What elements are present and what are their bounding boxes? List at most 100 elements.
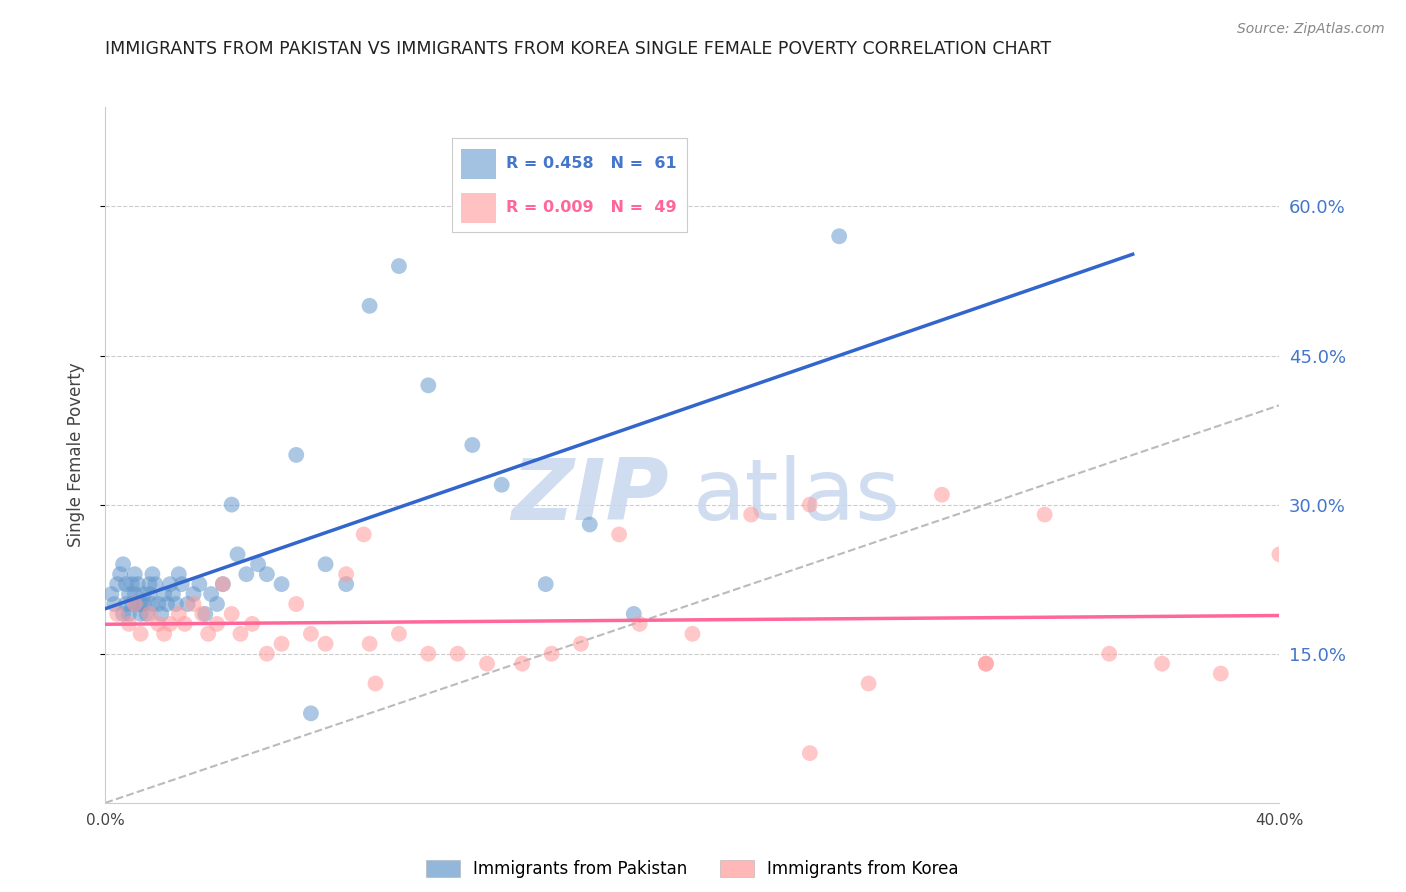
Point [1209,666,1232,681]
Point [256,647,278,661]
Point [141,597,163,611]
Point [974,657,997,671]
Point [578,517,600,532]
Point [270,577,292,591]
Point [138,587,160,601]
Point [176,597,198,611]
Point [974,657,997,671]
Point [607,527,630,541]
Y-axis label: Single Female Poverty: Single Female Poverty [66,363,84,547]
Point [121,597,143,611]
Point [534,577,557,591]
Point [335,577,357,591]
Point [285,448,308,462]
Point [858,676,880,690]
FancyBboxPatch shape [461,149,496,178]
Point [153,627,176,641]
Point [353,527,375,541]
Point [124,587,146,601]
Point [129,597,152,611]
Point [103,597,125,611]
Point [205,616,228,631]
Point [211,577,233,591]
Point [299,706,322,721]
Point [1098,647,1121,661]
Point [138,577,160,591]
Point [475,657,498,671]
Point [221,607,243,621]
Point [124,567,146,582]
Point [132,597,155,611]
Point [200,587,222,601]
Point [162,587,184,601]
Text: R = 0.009   N =  49: R = 0.009 N = 49 [506,201,676,215]
Point [148,597,170,611]
Point [153,587,176,601]
Point [115,597,138,611]
Text: R = 0.458   N =  61: R = 0.458 N = 61 [506,156,676,171]
Point [229,627,252,641]
Point [108,567,131,582]
Point [1150,657,1173,671]
Point [682,627,704,641]
Point [628,616,651,631]
FancyBboxPatch shape [461,193,496,223]
Point [315,637,337,651]
Point [170,577,193,591]
Point [235,567,257,582]
Point [194,607,217,621]
Point [115,577,138,591]
Point [121,577,143,591]
Point [112,607,135,621]
Text: atlas: atlas [692,455,900,538]
Point [240,616,263,631]
Point [799,498,821,512]
Point [148,616,170,631]
Point [359,299,381,313]
Legend: Immigrants from Pakistan, Immigrants from Korea: Immigrants from Pakistan, Immigrants fro… [419,854,966,885]
Point [124,597,146,611]
Point [359,637,381,651]
Point [1268,547,1291,561]
Point [100,587,122,601]
Point [540,647,562,661]
Point [173,616,195,631]
Point [183,587,205,601]
Point [388,259,411,273]
Point [388,627,411,641]
Point [129,627,152,641]
Point [118,616,141,631]
Point [127,577,149,591]
Point [226,547,249,561]
Point [364,676,387,690]
Point [285,597,308,611]
Point [127,597,149,611]
Point [143,577,166,591]
Point [112,558,135,572]
Point [118,587,141,601]
Point [299,627,322,641]
Point [418,647,440,661]
Point [129,607,152,621]
Point [931,488,953,502]
Point [156,597,179,611]
Point [510,657,533,671]
Point [1033,508,1056,522]
Point [256,567,278,582]
Point [461,438,484,452]
Point [132,587,155,601]
Point [141,567,163,582]
Point [623,607,645,621]
Point [138,607,160,621]
Point [191,607,214,621]
Text: ZIP: ZIP [512,455,669,538]
Point [418,378,440,392]
Point [159,616,181,631]
Point [205,597,228,611]
Point [183,597,205,611]
Point [118,607,141,621]
Point [270,637,292,651]
Point [828,229,851,244]
Point [197,627,219,641]
Point [150,607,173,621]
